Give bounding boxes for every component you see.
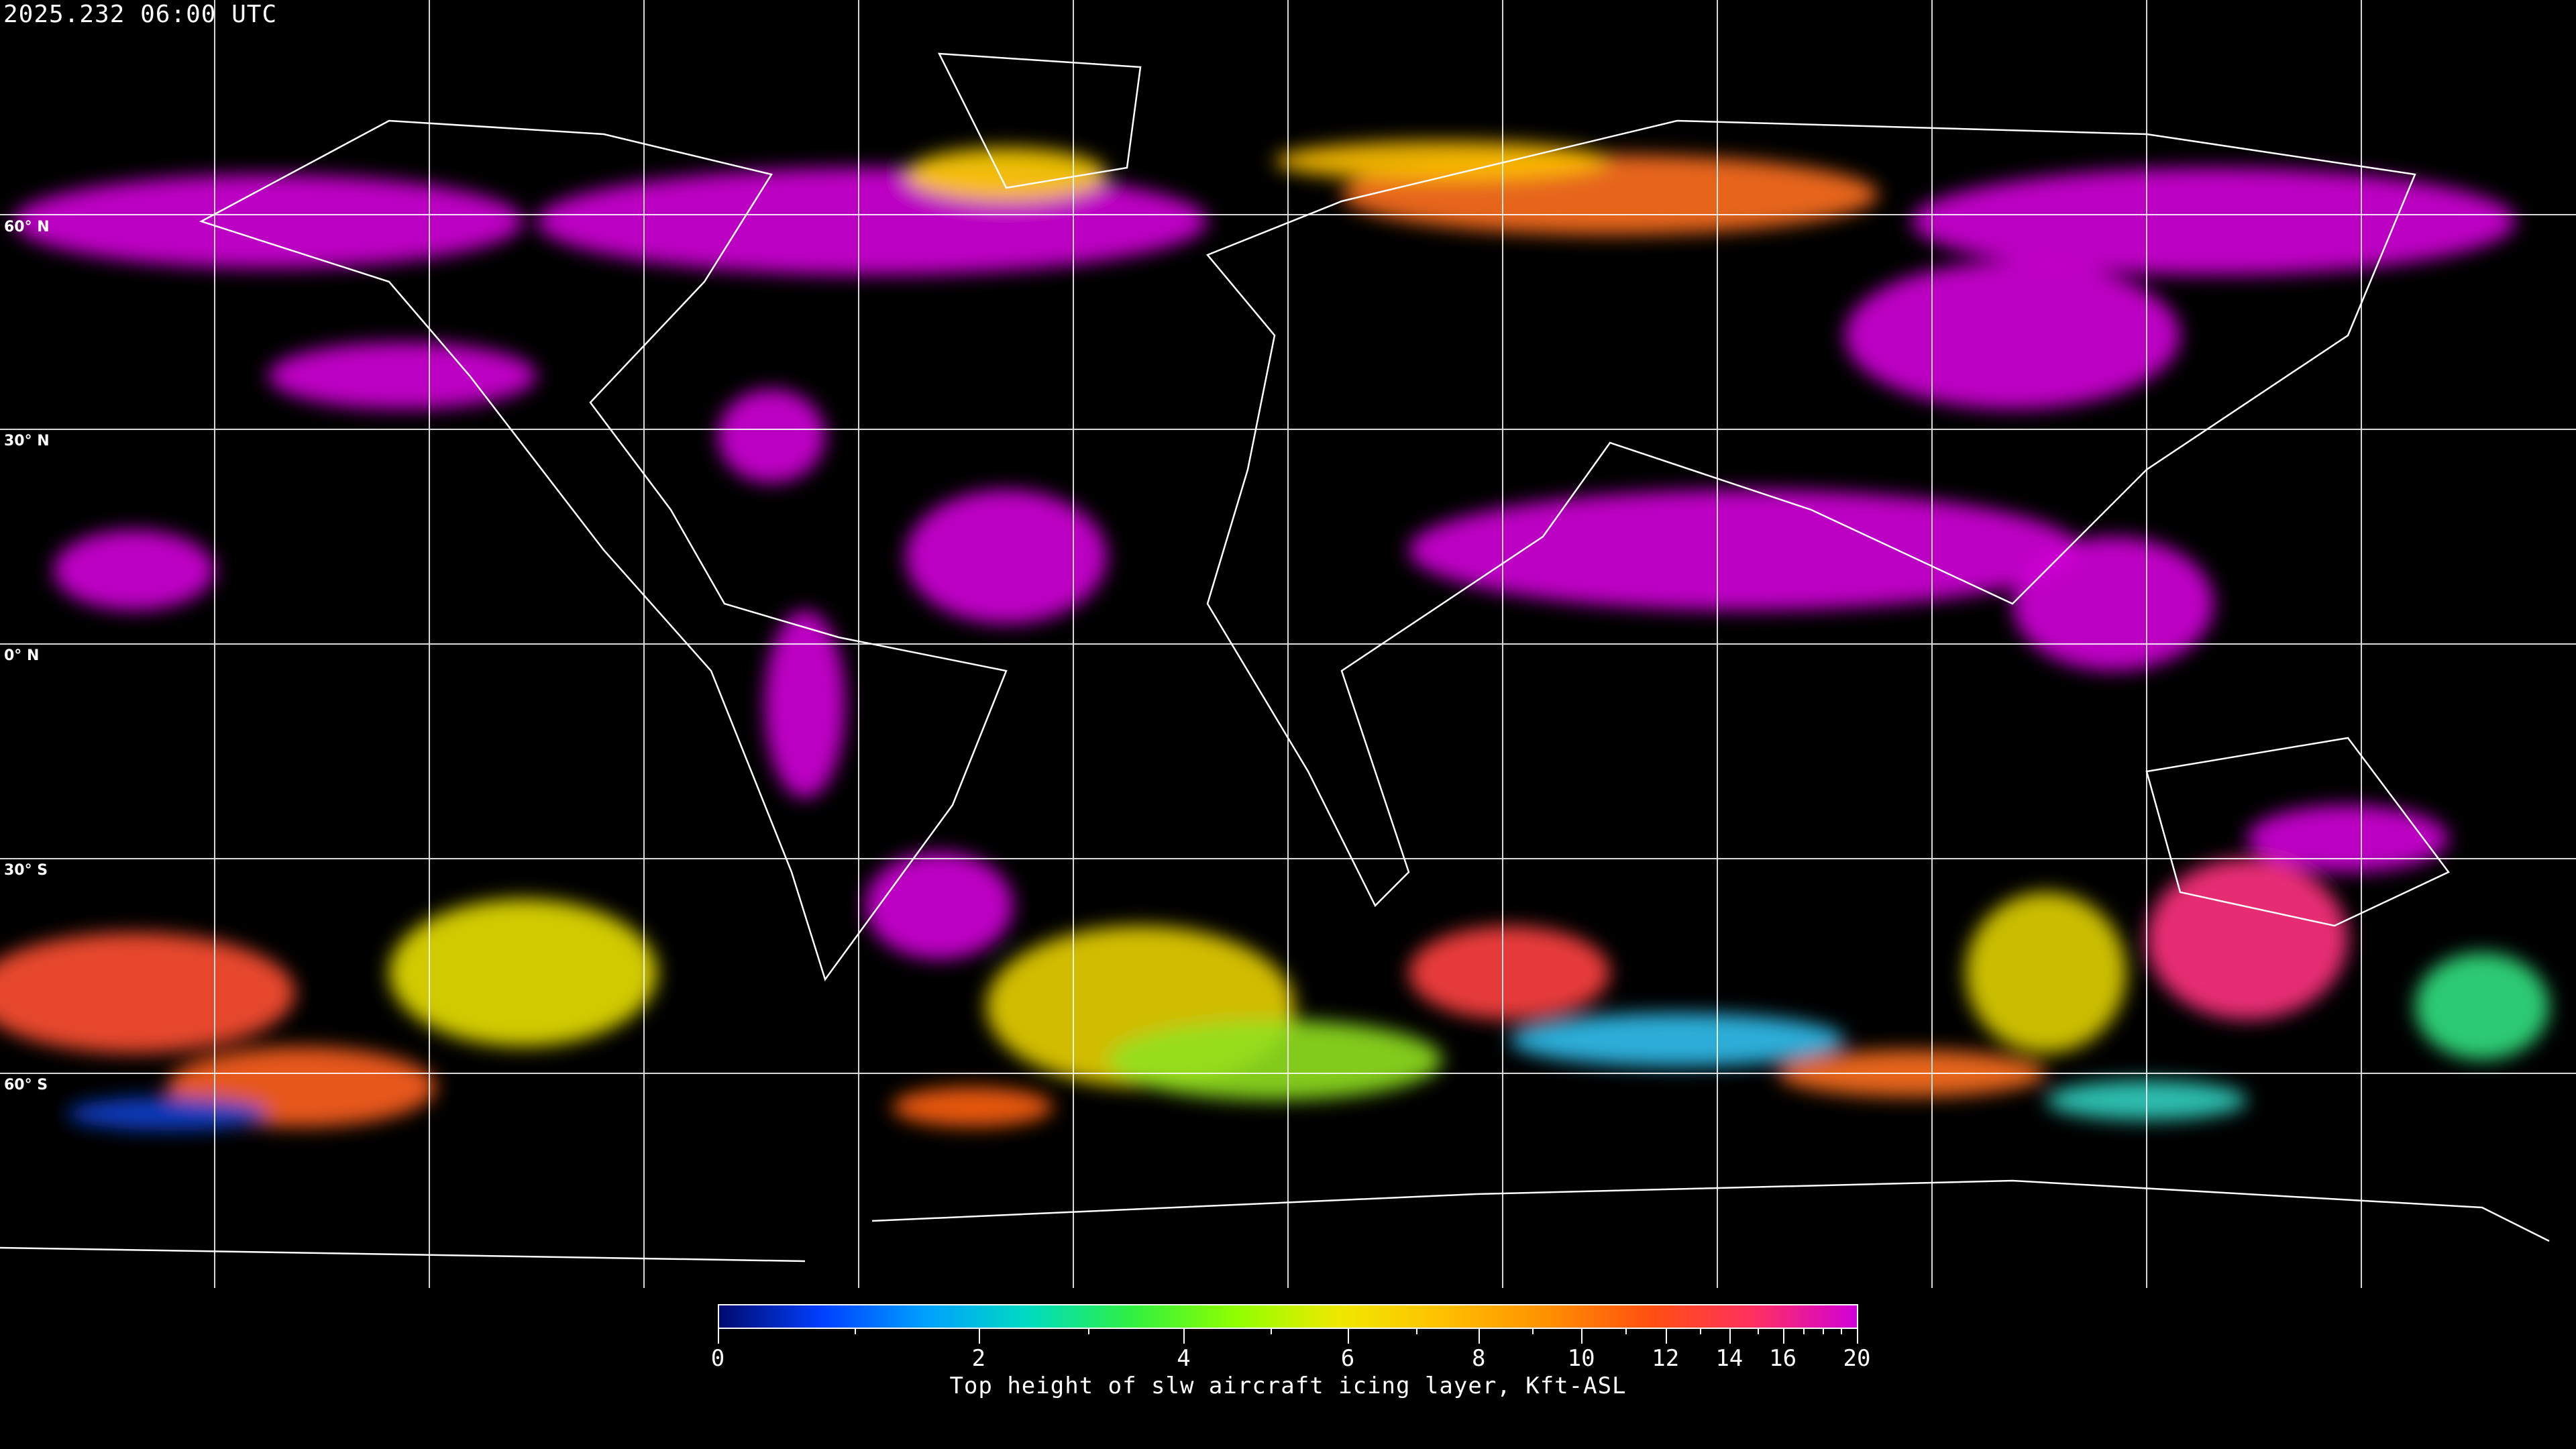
- tick-label: 2: [971, 1345, 986, 1372]
- tick-label: 16: [1769, 1345, 1797, 1372]
- lat-label-30s: 30° S: [4, 862, 48, 879]
- icing-region: [0, 932, 295, 1053]
- icing-region: [765, 610, 845, 798]
- colorbar-tick: [1857, 1329, 1858, 1344]
- coastline: [0, 1179, 2550, 1263]
- icing-region: [892, 1087, 1053, 1127]
- colorbar-tick: [718, 1329, 719, 1344]
- colorbar-tick: [1729, 1329, 1731, 1344]
- colorbar-tick: [1270, 1329, 1272, 1334]
- colorbar-tick: [854, 1329, 856, 1334]
- colorbar-tick: [1581, 1329, 1583, 1344]
- icing-region: [1509, 1013, 1845, 1067]
- colorbar-tick: [1665, 1329, 1667, 1344]
- coastline: [2145, 737, 2450, 927]
- icing-region: [1409, 926, 1610, 1020]
- icing-region: [268, 342, 537, 409]
- tick-label: 6: [1340, 1345, 1355, 1372]
- tick-label: 0: [710, 1345, 725, 1372]
- gridlines: [0, 0, 2576, 1288]
- icing-region: [1275, 141, 1610, 181]
- tick-label: 4: [1177, 1345, 1191, 1372]
- icing-region: [1409, 490, 2080, 610]
- icing-region: [1107, 1020, 1442, 1100]
- icing-region: [1845, 262, 2180, 409]
- timestamp-title: 2025.232 06:00 UTC: [3, 1, 278, 28]
- tick-label: 10: [1567, 1345, 1595, 1372]
- lat-label-30n: 30° N: [4, 433, 50, 449]
- colorbar: [718, 1304, 1858, 1329]
- colorbar-tick: [1782, 1329, 1784, 1344]
- colorbar-tick: [1625, 1329, 1627, 1334]
- coastline: [199, 119, 1008, 981]
- lat-label-60n: 60° N: [4, 219, 50, 235]
- colorbar-tick: [1841, 1329, 1843, 1334]
- tick-label: 8: [1472, 1345, 1486, 1372]
- icing-region: [537, 168, 1208, 275]
- colorbar-tick: [1415, 1329, 1417, 1334]
- icing-region: [67, 1097, 268, 1130]
- lat-label-60s: 60° S: [4, 1077, 48, 1093]
- icing-region: [906, 148, 1107, 201]
- icing-region: [906, 490, 1107, 624]
- colorbar-tick: [1479, 1329, 1481, 1344]
- colorbar-tick: [1803, 1329, 1805, 1334]
- icing-region: [1966, 892, 2127, 1053]
- icing-region: [2247, 805, 2449, 872]
- icing-region: [2012, 537, 2214, 671]
- colorbar-tick: [978, 1329, 980, 1344]
- lat-label-0n: 0° N: [4, 647, 40, 664]
- icing-region: [54, 530, 215, 610]
- colorbar-tick: [1087, 1329, 1089, 1334]
- icing-region: [1912, 168, 2516, 275]
- icing-region: [2415, 953, 2549, 1060]
- icing-map: [0, 0, 2576, 1288]
- colorbar-ticks: 0 2 4 6 8 10 12 14 16 20: [711, 1329, 1870, 1383]
- icing-field: [0, 141, 2549, 1130]
- colorbar-tick: [1823, 1329, 1825, 1334]
- icing-region: [389, 899, 657, 1046]
- icing-region: [865, 852, 1013, 959]
- icing-region: [13, 174, 523, 268]
- colorbar-label: Top height of slw aircraft icing layer, …: [949, 1373, 1627, 1399]
- tick-label: 14: [1715, 1345, 1743, 1372]
- colorbar-tick: [1532, 1329, 1534, 1334]
- colorbar-tick: [1347, 1329, 1349, 1344]
- colorbar-tick: [1758, 1329, 1760, 1334]
- colorbar-tick: [1699, 1329, 1701, 1334]
- colorbar-tick: [1183, 1329, 1185, 1344]
- icing-region: [718, 389, 825, 483]
- icing-region: [2147, 859, 2348, 1020]
- tick-label: 20: [1843, 1345, 1871, 1372]
- tick-label: 12: [1652, 1345, 1680, 1372]
